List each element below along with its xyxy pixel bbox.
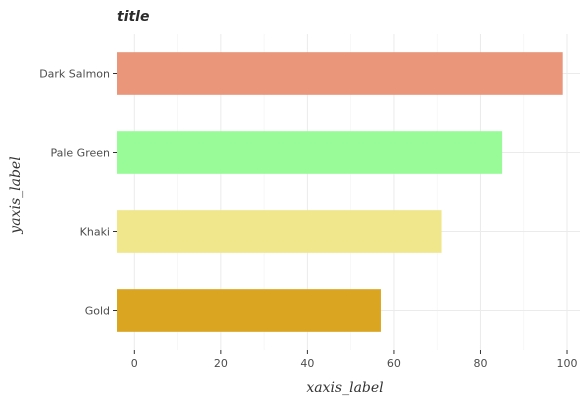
x-tick-label: 0 (131, 357, 138, 370)
y-axis-title: yaxis_label (8, 156, 24, 234)
x-tick-label: 60 (387, 357, 401, 370)
tick-layer: 0 20 40 60 80 100 Dark Salmon Pale Green Khaki Go… (39, 68, 577, 371)
y-tick-label: Dark Salmon (39, 68, 110, 81)
x-axis-title: xaxis_label (306, 380, 383, 396)
bar-layer (117, 52, 563, 332)
x-tick-label: 100 (557, 357, 578, 370)
y-tick-label: Gold (85, 305, 110, 318)
y-tick-label: Pale Green (50, 147, 110, 160)
x-tick-label: 20 (214, 357, 228, 370)
bar-khaki (117, 210, 442, 253)
y-tick-label: Khaki (80, 226, 110, 239)
bar-gold (117, 289, 381, 332)
chart-title: title (117, 9, 149, 25)
x-tick-label: 80 (473, 357, 487, 370)
bar-pale-green (117, 131, 503, 174)
x-tick-label: 40 (300, 357, 314, 370)
bar-dark-salmon (117, 52, 563, 95)
